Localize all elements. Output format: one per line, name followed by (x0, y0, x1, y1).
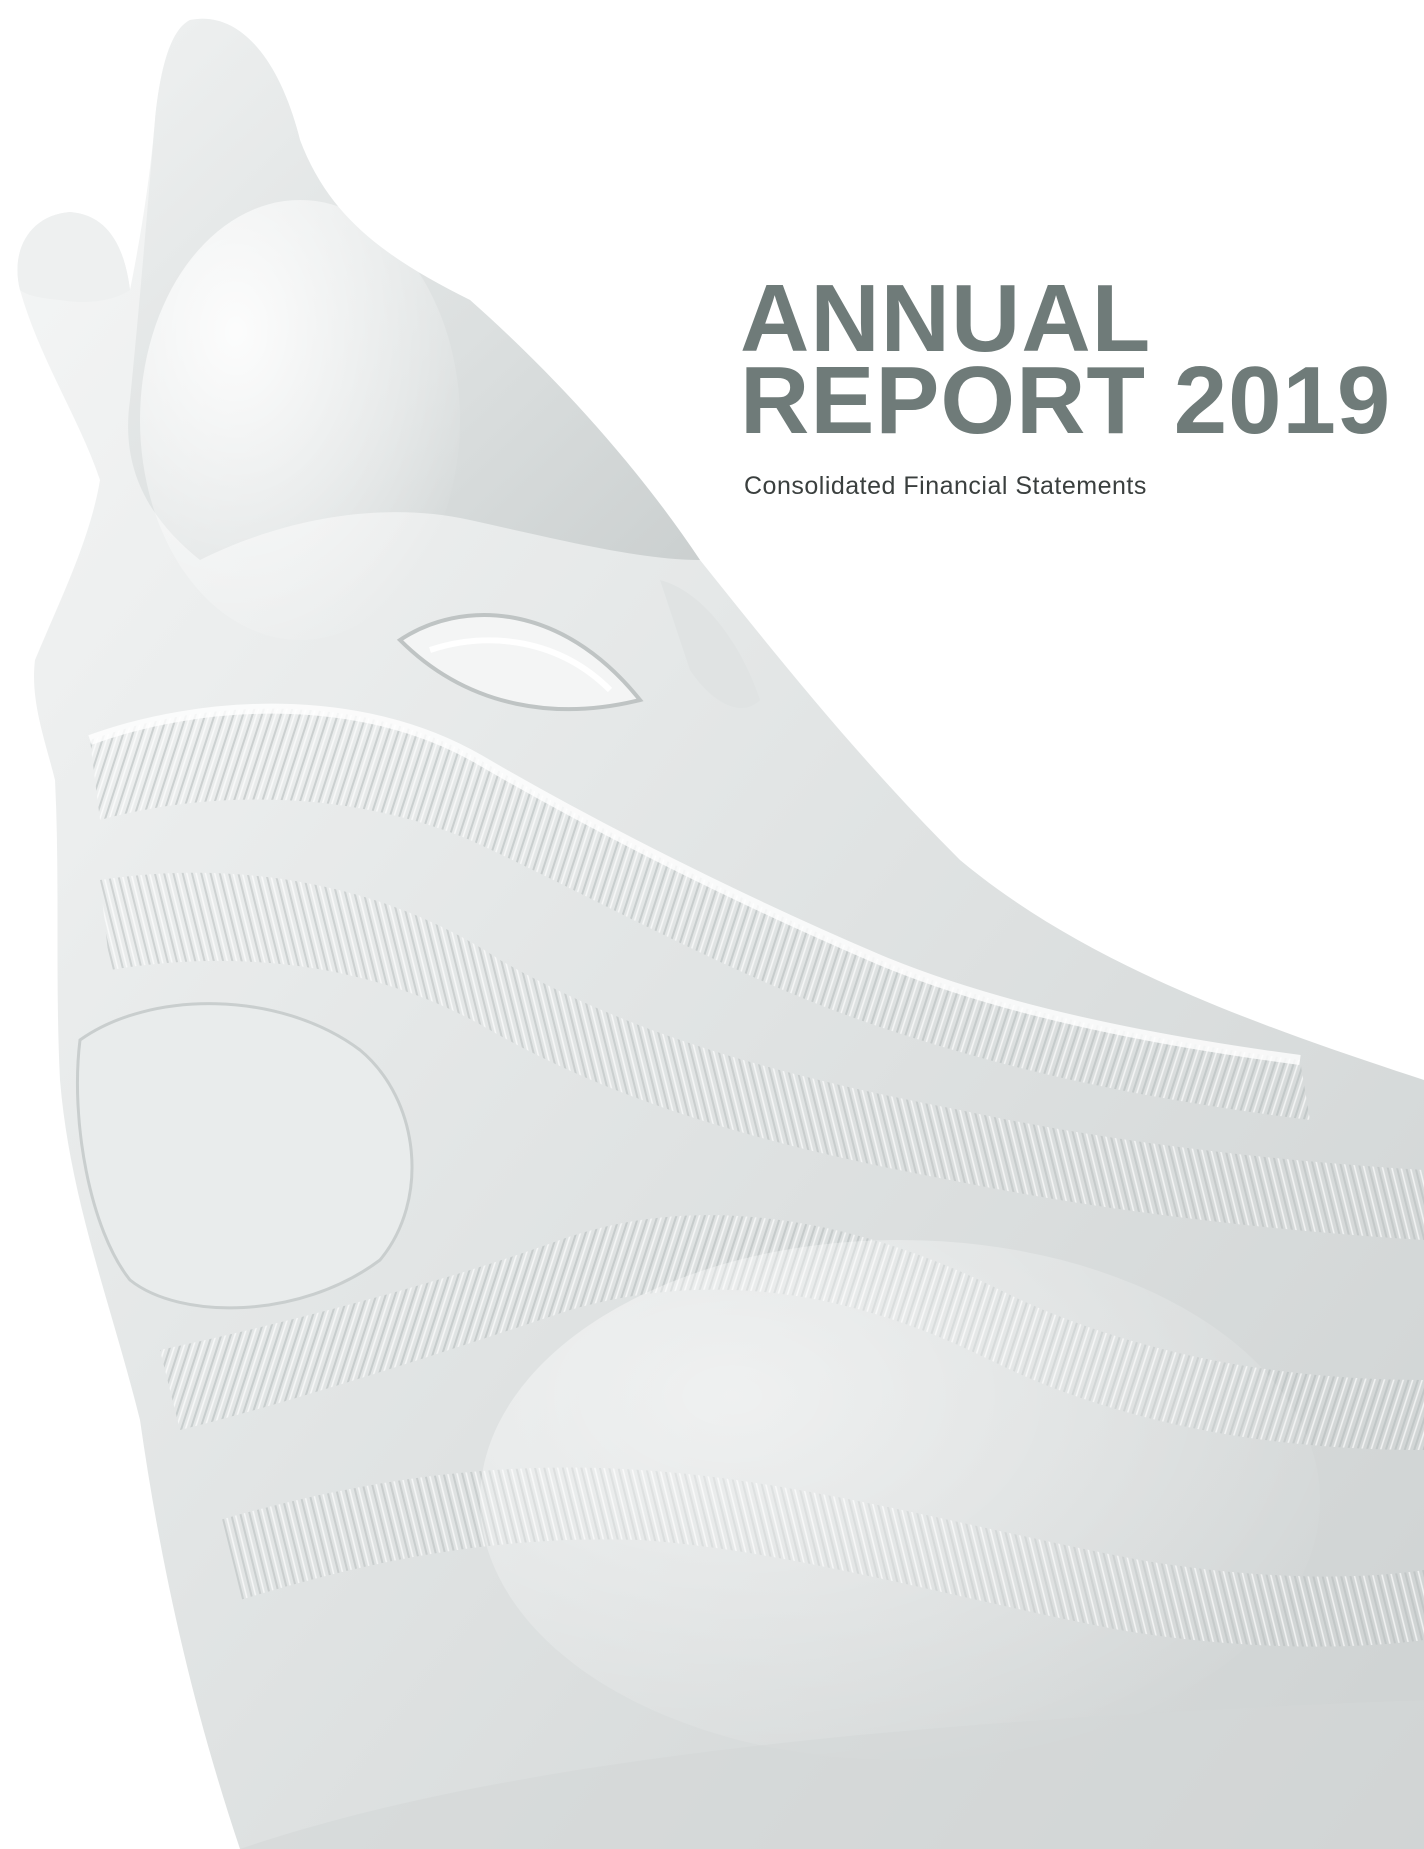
cover-title-block: ANNUAL REPORT 2019 Consolidated Financia… (740, 265, 1400, 501)
cover-title-line-1: ANNUAL (740, 265, 1152, 372)
cover-subtitle: Consolidated Financial Statements (744, 472, 1147, 500)
cover-title-line-2: REPORT 2019 (740, 347, 1392, 454)
